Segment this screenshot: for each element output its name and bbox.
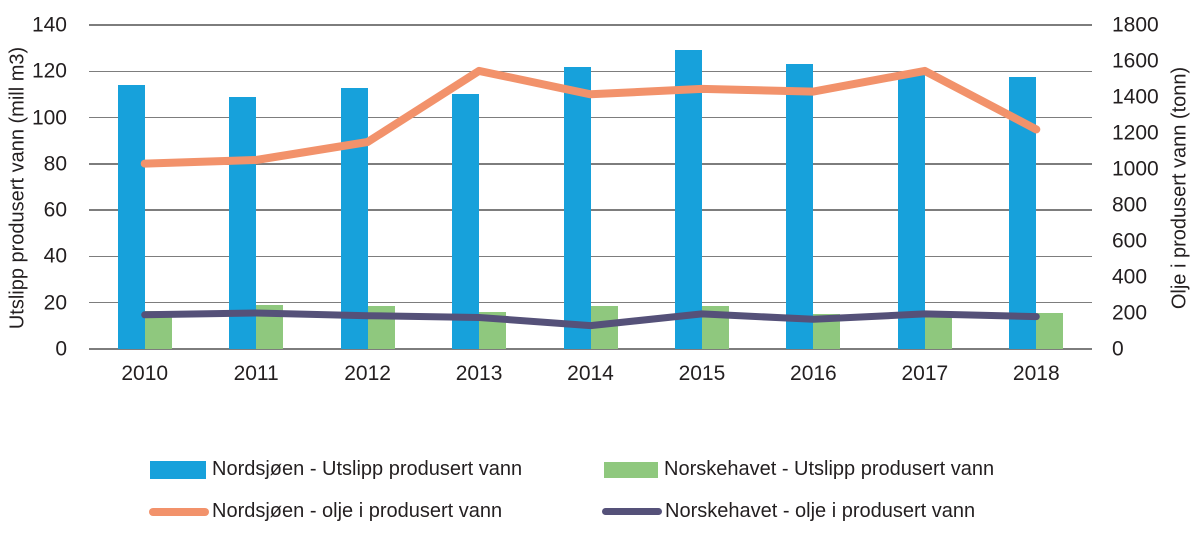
gridline <box>89 163 1092 165</box>
right-tick-label: 1000 <box>1112 157 1159 181</box>
legend-label: Nordsjøen - Utslipp produsert vann <box>212 458 523 480</box>
legend-swatch-green-bar <box>604 461 658 478</box>
gridline <box>89 70 1092 73</box>
legend-swatch-blue-bar <box>150 460 206 479</box>
left-tick-label: 0 <box>55 337 67 361</box>
bar-norskehavet-2018 <box>1036 313 1064 349</box>
legend-swatch-orange-line <box>149 507 209 516</box>
bar-nordsjoen-2015 <box>674 50 702 349</box>
gridline <box>89 24 1092 26</box>
left-tick-label: 100 <box>31 106 67 130</box>
bar-nordsjoen-2016 <box>786 64 814 349</box>
plot-area <box>89 24 1092 350</box>
legend-label: Norskehavet - Utslipp produsert vann <box>664 458 995 480</box>
bar-norskehavet-2017 <box>924 315 952 349</box>
gridline <box>89 348 1092 350</box>
right-tick-label: 400 <box>1112 265 1148 289</box>
right-axis-title: Olje i produsert vann (tonn) <box>1168 66 1191 310</box>
left-tick-label: 80 <box>43 152 67 176</box>
legend-label: Nordsjøen - olje i produsert vann <box>212 500 503 522</box>
legend-swatch-dark-line <box>602 508 662 515</box>
legend-item-norskehavet-utslipp: Norskehavet - Utslipp produsert vann <box>604 458 994 481</box>
x-axis-label-2017: 2017 <box>901 362 949 385</box>
x-axis-label-2012: 2012 <box>344 362 391 385</box>
bar-nordsjoen-2012 <box>340 87 368 349</box>
gridline <box>89 301 1092 304</box>
line-norskehavet-olje <box>141 309 1040 330</box>
left-tick-label: 60 <box>43 198 67 222</box>
x-axis-label-2011: 2011 <box>233 362 279 385</box>
right-tick-label: 1800 <box>1112 13 1159 37</box>
right-tick-label: 1200 <box>1112 121 1159 145</box>
left-tick-label: 20 <box>43 291 67 315</box>
x-axis-label-2014: 2014 <box>567 362 614 385</box>
x-axis-label-2018: 2018 <box>1012 362 1060 385</box>
legend-item-nordsjoen-olje: Nordsjøen - olje i produsert vann <box>149 500 502 523</box>
x-axis-label-2010: 2010 <box>121 362 169 385</box>
bar-nordsjoen-2013 <box>452 94 480 349</box>
bar-nordsjoen-2014 <box>563 66 591 349</box>
right-tick-label: 200 <box>1112 301 1148 325</box>
lines-layer <box>140 66 1041 330</box>
line-nordsjoen-olje <box>140 66 1041 168</box>
left-tick-label: 120 <box>31 59 67 83</box>
gridline <box>89 255 1092 258</box>
x-axis-label-2015: 2015 <box>678 362 726 385</box>
right-tick-label: 1400 <box>1112 85 1159 109</box>
left-axis-title: Utslipp produsert vann (mill m3) <box>6 46 29 330</box>
legend-label: Norskehavet - olje i produsert vann <box>665 500 976 522</box>
left-tick-label: 40 <box>43 244 67 268</box>
gridline <box>89 116 1092 119</box>
right-tick-label: 0 <box>1112 337 1124 361</box>
bar-nordsjoen-2011 <box>229 96 257 349</box>
legend-item-norskehavet-olje: Norskehavet - olje i produsert vann <box>602 500 975 523</box>
right-tick-label: 800 <box>1112 193 1148 217</box>
legend-item-nordsjoen-utslipp: Nordsjøen - Utslipp produsert vann <box>150 458 522 481</box>
x-axis-label-2013: 2013 <box>455 362 503 385</box>
bar-nordsjoen-2017 <box>897 73 925 349</box>
left-tick-label: 140 <box>31 13 67 37</box>
bar-nordsjoen-2010 <box>117 85 145 349</box>
right-tick-label: 600 <box>1112 229 1148 253</box>
gridline <box>89 209 1092 211</box>
x-axis-label-2016: 2016 <box>790 362 837 385</box>
right-tick-label: 1600 <box>1112 49 1159 73</box>
